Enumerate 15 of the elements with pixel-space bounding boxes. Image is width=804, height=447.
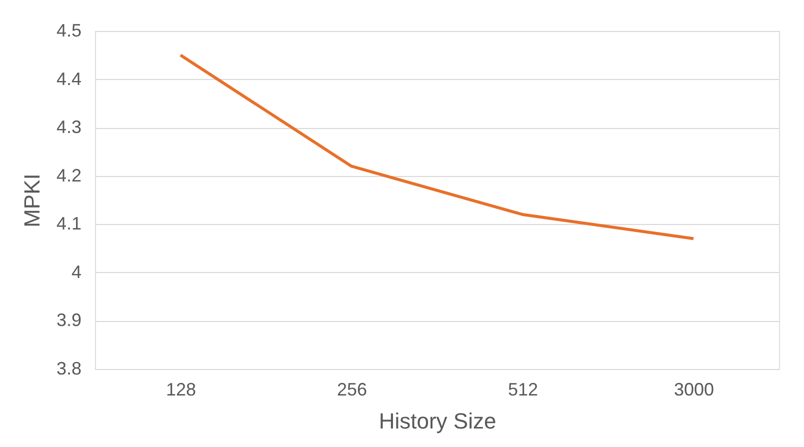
line-series [179, 54, 695, 240]
x-tick-label: 3000 [674, 380, 714, 400]
y-tick-label: 4.3 [56, 117, 82, 138]
y-tick-label: 4.4 [56, 68, 82, 89]
y-tick-label: 4.5 [56, 20, 82, 40]
x-tick-label: 128 [166, 380, 196, 400]
y-tick-label: 4.1 [56, 214, 82, 234]
x-tick-label: 256 [336, 380, 368, 400]
y-axis-title: MPKI [19, 174, 44, 228]
x-axis-title: History Size [378, 408, 496, 434]
x-tick-label: 512 [508, 380, 538, 400]
y-tick-label: 4.2 [56, 165, 82, 186]
y-tick-label: 4 [71, 262, 82, 282]
y-tick-label: 3.9 [56, 310, 82, 330]
y-tick-label: 3.8 [56, 358, 82, 378]
